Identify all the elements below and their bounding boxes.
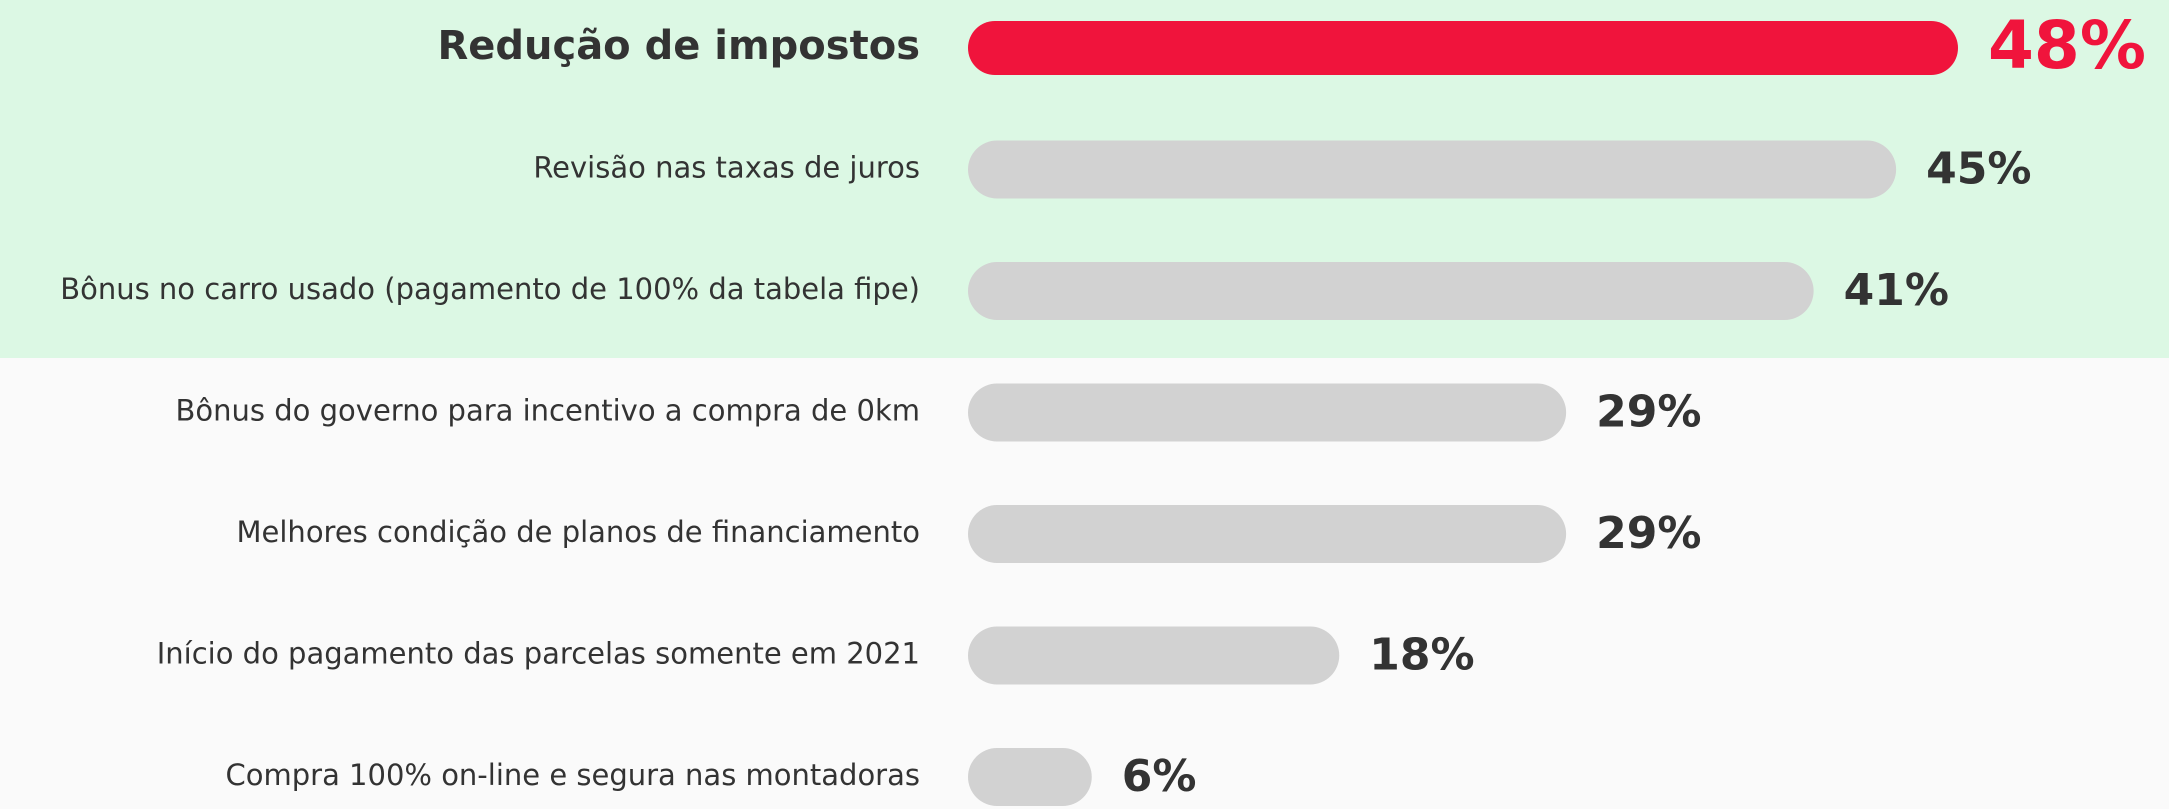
value-label: 18% <box>1369 630 1474 681</box>
value-label: 29% <box>1596 387 1701 438</box>
bar <box>968 262 1814 320</box>
value-label: 29% <box>1596 508 1701 559</box>
category-label: Início do pagamento das parcelas somente… <box>157 637 920 671</box>
bar <box>968 21 1958 75</box>
bar <box>968 626 1340 685</box>
value-label: 41% <box>1844 265 1949 316</box>
bar <box>968 748 1092 806</box>
category-label: Bônus no carro usado (pagamento de 100% … <box>60 272 920 306</box>
value-label: 45% <box>1926 144 2031 195</box>
category-label: Bônus do governo para incentivo a compra… <box>176 394 920 428</box>
category-label: Melhores condição de planos de financiam… <box>237 515 920 549</box>
bar <box>968 140 1897 199</box>
value-label: 6% <box>1122 751 1197 802</box>
bar <box>968 383 1567 442</box>
category-label: Redução de impostos <box>437 23 920 69</box>
category-label: Compra 100% on-line e segura nas montado… <box>226 758 921 792</box>
category-label: Revisão nas taxas de juros <box>533 151 920 185</box>
value-label: 48% <box>1988 7 2146 84</box>
bar <box>968 505 1567 563</box>
